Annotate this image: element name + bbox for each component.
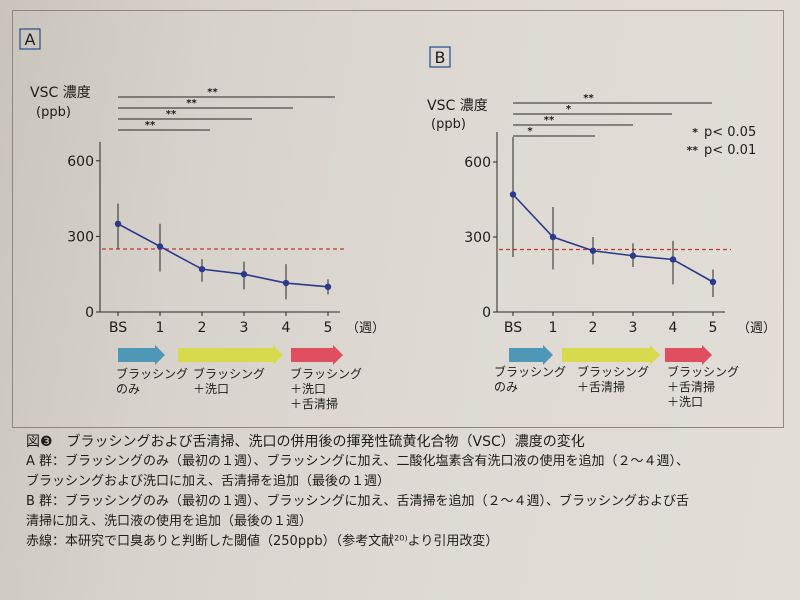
panel-a-data-point xyxy=(156,243,164,250)
panel-b-y-axis-title: VSC 濃度 xyxy=(427,98,488,114)
panel-a-phase-arrow xyxy=(291,345,343,365)
panel-b-y-axis-unit: (ppb) xyxy=(431,117,466,132)
panel-b-label: B xyxy=(435,48,446,67)
panel-b-phase-arrow xyxy=(665,345,712,365)
panel-a-phase-label: ブラッシング xyxy=(193,366,265,381)
panel-a-x-tick-label: 3 xyxy=(240,320,249,336)
panel-a-significance-mark: ** xyxy=(186,98,197,109)
panel-a-x-tick-label: 5 xyxy=(324,320,333,336)
figure-caption-title: 図❸ ブラッシングおよび舌清掃、洗口の併用後の揮発性硫黄化合物（VSC）濃度の変… xyxy=(26,434,585,450)
panel-a-significance-mark: ** xyxy=(207,87,218,98)
panel-b-y-tick-label: 0 xyxy=(482,305,491,321)
panel-b-significance-mark: * xyxy=(527,126,533,137)
panel-b-data-point xyxy=(709,278,717,286)
panel-b-x-tick-label: BS xyxy=(504,320,522,336)
figure-frame xyxy=(12,10,784,428)
caption-group-a-line2: ブラッシングおよび洗口に加え、舌清掃を追加（最後の１週） xyxy=(26,474,391,489)
panel-b-y-tick-label: 600 xyxy=(464,155,491,171)
panel-b-phase-label: ブラッシング xyxy=(577,364,649,379)
panel-b-x-tick-label: 1 xyxy=(549,320,558,336)
panel-b-phase-label: ブラッシング xyxy=(667,364,739,379)
panel-b-phase-label: のみ xyxy=(494,380,518,394)
panel-b-x-tick-label: 2 xyxy=(589,320,598,336)
panel-b-y-tick-label: 300 xyxy=(464,230,491,246)
panel-a-phase-label: ブラッシング xyxy=(116,366,188,381)
panel-a-phase-label: ＋洗口 xyxy=(290,382,326,396)
panel-b-data-point xyxy=(629,252,637,259)
panel-a-significance-mark: ** xyxy=(166,109,177,120)
caption-threshold-note: 赤線：本研究で口臭ありと判断した閾値（250ppb）（参考文献²⁰⁾より引用改変… xyxy=(26,534,499,549)
panel-a-significance-mark: ** xyxy=(145,120,156,131)
panel-b-data-point xyxy=(549,233,557,241)
panel-b-data-point xyxy=(509,191,517,198)
panel-a-phase-label: ＋舌清掃 xyxy=(290,396,338,411)
panel-a-y-tick-label: 600 xyxy=(67,154,94,170)
panel-b-x-tick-label: 5 xyxy=(709,320,718,336)
panel-b-x-tick-label: 4 xyxy=(669,320,678,336)
panel-a-x-tick-label: 4 xyxy=(282,320,291,336)
panel-a-data-point xyxy=(114,220,122,227)
panel-a-series-line xyxy=(117,223,329,288)
panel-b-phase-label: ＋舌清掃 xyxy=(577,379,625,394)
panel-b-significance-mark: ** xyxy=(583,93,594,104)
panel-b-legend-text: p< 0.01 xyxy=(704,143,756,158)
panel-b-phase-arrow xyxy=(509,345,553,365)
panel-a-x-tick-label: BS xyxy=(109,320,127,336)
panel-b-phase-label: ブラッシング xyxy=(494,364,566,379)
panel-a-y-tick-label: 0 xyxy=(85,305,94,321)
panel-a-label: A xyxy=(25,30,36,49)
panel-a-phase-label: のみ xyxy=(116,382,140,396)
panel-a-phase-arrow xyxy=(118,345,165,365)
panel-b-x-unit: （週） xyxy=(737,321,776,336)
panel-a-phase-label: ブラッシング xyxy=(290,366,362,381)
panel-b-legend-mark: ** xyxy=(686,144,698,157)
panel-a-data-point xyxy=(324,283,332,290)
panel-a-y-axis-title: VSC 濃度 xyxy=(30,85,91,101)
panel-a-data-point xyxy=(240,271,248,278)
panel-a-label-box xyxy=(19,28,41,50)
panel-b-legend-mark: * xyxy=(692,126,698,139)
panel-b-data-point xyxy=(589,247,597,254)
panel-b-phase-label: ＋舌清掃 xyxy=(667,379,715,394)
panel-b-data-point xyxy=(669,256,677,263)
caption-group-b-line1: B 群：ブラッシングのみ（最初の１週）、ブラッシングに加え、舌清掃を追加（２～４… xyxy=(26,494,690,509)
panel-b-significance-mark: * xyxy=(566,104,572,115)
panel-a-x-unit: （週） xyxy=(346,321,385,336)
panel-a-y-tick-label: 300 xyxy=(67,229,94,245)
panel-b-phase-arrow xyxy=(562,345,660,365)
panel-b-series-line xyxy=(512,193,714,283)
panel-a-y-axis-unit: (ppb) xyxy=(36,105,71,120)
panel-b-label-box xyxy=(429,46,451,68)
panel-a-data-point xyxy=(198,265,206,273)
caption-group-a-line1: A 群：ブラッシングのみ（最初の１週）、ブラッシングに加え、二酸化塩素含有洗口液… xyxy=(26,454,690,469)
caption-group-b-line2: 清掃に加え、洗口液の使用を追加（最後の１週） xyxy=(26,514,313,529)
panel-a-data-point xyxy=(282,279,290,287)
panel-b-significance-mark: ** xyxy=(544,115,555,126)
panel-a-phase-arrow xyxy=(178,345,283,365)
panel-b-phase-label: ＋洗口 xyxy=(667,395,703,409)
panel-a-x-tick-label: 1 xyxy=(156,320,165,336)
panel-a-phase-label: ＋洗口 xyxy=(193,382,229,396)
panel-b-legend-text: p< 0.05 xyxy=(704,125,756,140)
panel-b-x-tick-label: 3 xyxy=(629,320,638,336)
panel-a-x-tick-label: 2 xyxy=(198,320,207,336)
